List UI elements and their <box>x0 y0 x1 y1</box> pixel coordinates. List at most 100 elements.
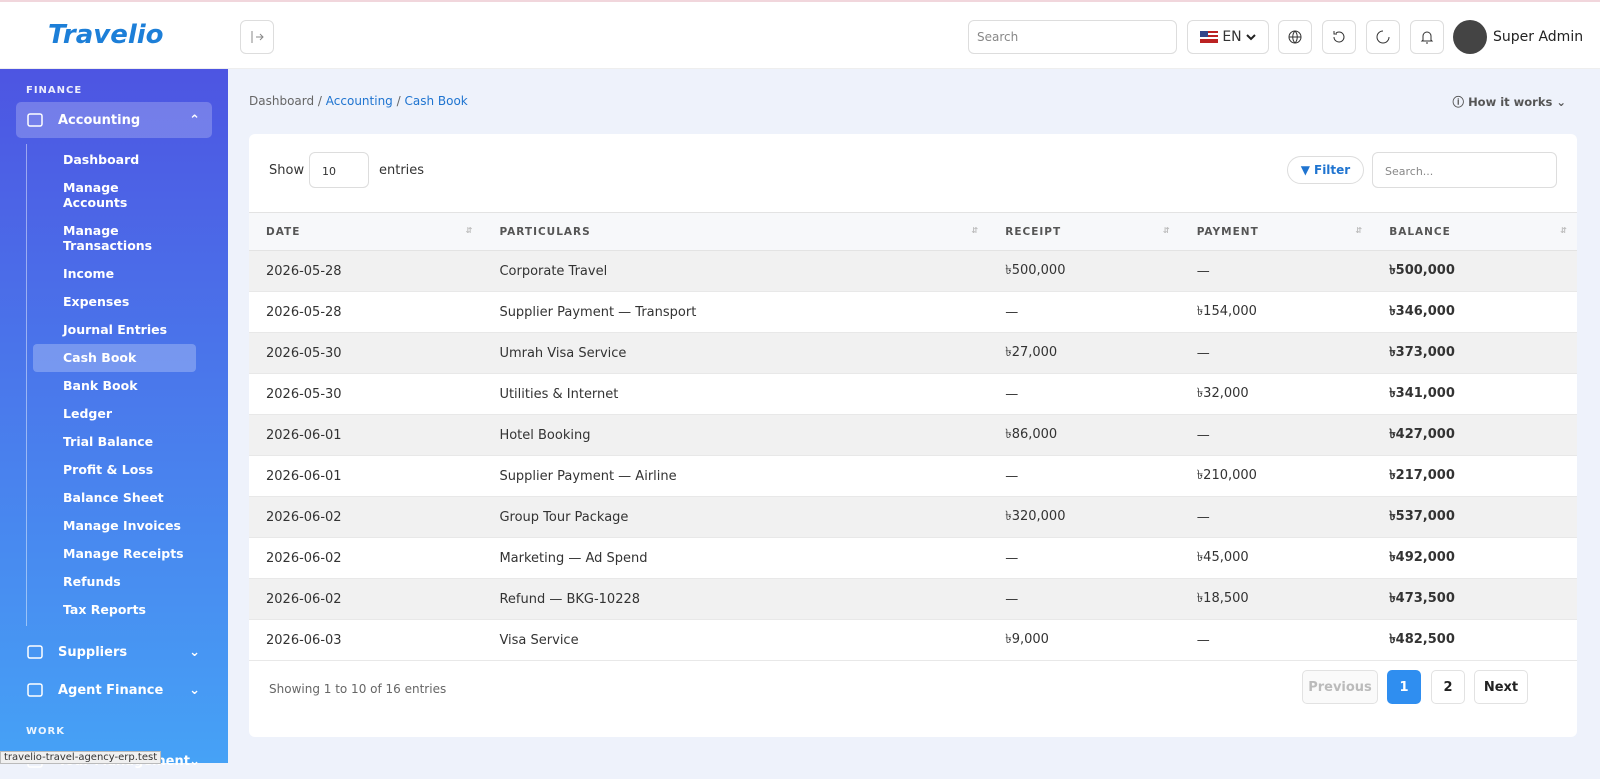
page-button[interactable]: Next <box>1474 670 1528 704</box>
entries-select[interactable]: 10 <box>309 152 369 188</box>
table-cell: ৳537,000 <box>1372 496 1577 538</box>
submenu-item[interactable]: Tax Reports <box>63 602 146 617</box>
table-search[interactable]: Search... <box>1372 152 1557 188</box>
table-cell: 2026-06-01 <box>249 455 483 497</box>
cash-book-card: Show 10 entries ▼ Filter Search... DATE ⇵ P… <box>249 134 1577 737</box>
header-search[interactable]: Search <box>968 20 1177 54</box>
column-header[interactable]: DATE ⇵ <box>249 212 483 251</box>
submenu-item[interactable]: Manage Invoices <box>63 518 181 533</box>
submenu-item[interactable]: Manage Transactions <box>63 223 153 253</box>
table-info: Showing 1 to 10 of 16 entries <box>269 682 447 696</box>
globe-button[interactable] <box>1278 20 1312 54</box>
chevron: ⌄ <box>189 682 200 698</box>
submenu-item[interactable]: Dashboard <box>63 152 140 167</box>
column-label: PAYMENT <box>1196 225 1259 238</box>
submenu-item[interactable]: Cash Book <box>33 344 196 372</box>
language-select[interactable]: EN <box>1187 20 1269 54</box>
theme-button[interactable] <box>1366 20 1400 54</box>
submenu-item[interactable]: Balance Sheet <box>63 490 164 505</box>
column-header[interactable]: PAYMENT ⇵ <box>1179 212 1373 251</box>
table-cell: Supplier Payment — Airline <box>482 455 989 497</box>
how-it-works[interactable]: ⓘ How it works ⌄ <box>1452 95 1566 109</box>
breadcrumb-item[interactable]: Accounting <box>325 94 393 108</box>
table-cell: ৳45,000 <box>1179 537 1373 579</box>
header: Travelio Search EN Super Admin <box>0 0 1600 69</box>
table-row: 2026-05-30 Umrah Visa Service ৳27,000— ৳373… <box>249 332 1577 374</box>
table-cell: Hotel Booking <box>482 414 989 456</box>
sort-icon: ⇵ <box>971 225 980 235</box>
breadcrumb-item[interactable]: Dashboard <box>249 94 315 108</box>
separator: / <box>392 94 405 108</box>
user-menu[interactable]: Super Admin <box>1453 20 1583 54</box>
show-label: Show <box>269 163 305 178</box>
table-row: 2026-06-02 Refund — BKG-10228— ৳18,500 ৳473… <box>249 578 1577 620</box>
submenu-item[interactable]: Manage Receipts <box>63 546 184 561</box>
column-label: PARTICULARS <box>499 225 591 238</box>
table-cell: Visa Service <box>482 619 989 661</box>
language: EN <box>1222 29 1242 45</box>
user-name: Super Admin <box>1493 29 1584 45</box>
nav-label: Suppliers <box>58 644 128 660</box>
table-cell: ৳500,000 <box>1372 250 1577 292</box>
table-cell: ৳346,000 <box>1372 291 1577 333</box>
table-cell: — <box>988 455 1180 497</box>
table-row: 2026-06-02 Group Tour Package ৳320,000— ৳53… <box>249 496 1577 538</box>
table-cell: Group Tour Package <box>482 496 989 538</box>
submenu-item[interactable]: Refunds <box>63 574 121 589</box>
logo[interactable]: Travelio <box>48 20 164 50</box>
how-it-works-label: How it works <box>1468 95 1553 109</box>
table-row: 2026-05-30 Utilities & Internet — ৳32,000 ৳3… <box>249 373 1577 415</box>
page-button[interactable]: 2 <box>1431 670 1465 704</box>
table-cell: ৳473,500 <box>1372 578 1577 620</box>
nav-item[interactable]: Agent Finance ⌄ <box>16 672 212 708</box>
notifications-button[interactable] <box>1410 20 1444 54</box>
table-cell: ৳427,000 <box>1372 414 1577 456</box>
breadcrumb-item[interactable]: Cash Book <box>404 94 468 108</box>
refresh-button[interactable] <box>1322 20 1356 54</box>
table-row: 2026-06-01 Hotel Booking ৳86,000— ৳427,000 <box>249 414 1577 456</box>
column-header[interactable]: PARTICULARS ⇵ <box>482 212 989 251</box>
table-cell: — <box>988 373 1180 415</box>
status-url: travelio-travel-agency-erp.test <box>0 751 162 764</box>
submenu-item[interactable]: Journal Entries <box>63 322 168 337</box>
submenu-item[interactable]: Manage Accounts <box>63 180 128 210</box>
sort-icon: ⇵ <box>1560 225 1568 235</box>
submenu-item[interactable]: Income <box>63 266 115 281</box>
table-cell: ৳217,000 <box>1372 455 1577 497</box>
table-row: 2026-06-03 Visa Service ৳9,000— ৳482,500 <box>249 619 1577 661</box>
table-cell: Refund — BKG-10228 <box>482 578 989 620</box>
table-cell: ৳500,000 <box>988 250 1180 292</box>
submenu-item[interactable]: Expenses <box>63 294 130 309</box>
nav-item[interactable]: Suppliers ⌄ <box>16 634 212 670</box>
sidebar: FINANCE Accounting ⌃ Dashboard Manage Accoun… <box>0 69 228 769</box>
breadcrumb: Dashboard / Accounting / Cash Book <box>249 94 468 108</box>
nav-icon <box>27 113 43 127</box>
submenu-item[interactable]: Bank Book <box>63 378 138 393</box>
table-cell: 2026-05-30 <box>249 332 483 374</box>
column-label: RECEIPT <box>1005 225 1062 238</box>
section-title: FINANCE <box>26 85 83 96</box>
nav-item[interactable]: Accounting ⌃ <box>16 102 212 138</box>
table-cell: ৳86,000 <box>988 414 1180 456</box>
table-cell: — <box>1179 250 1373 292</box>
table-cell: 2026-06-02 <box>249 578 483 620</box>
table-cell: ৳9,000 <box>988 619 1180 661</box>
column-label: DATE <box>266 225 301 238</box>
table-cell: ৳492,000 <box>1372 537 1577 579</box>
table-cell: Marketing — Ad Spend <box>482 537 989 579</box>
submenu-item[interactable]: Profit & Loss <box>63 462 154 477</box>
filter-button[interactable]: ▼ Filter <box>1287 156 1364 184</box>
chevron: ⌄ <box>189 644 200 660</box>
nav-icon <box>27 645 43 659</box>
section-title: WORK <box>26 726 65 737</box>
submenu-item[interactable]: Ledger <box>63 406 112 421</box>
submenu-item[interactable]: Trial Balance <box>63 434 154 449</box>
toggle-sidebar[interactable] <box>240 20 274 54</box>
table-cell: — <box>1179 332 1373 374</box>
table-cell: ৳341,000 <box>1372 373 1577 415</box>
page-button[interactable]: 1 <box>1387 670 1421 704</box>
table-cell: 2026-05-30 <box>249 373 483 415</box>
column-header[interactable]: RECEIPT ⇵ <box>988 212 1180 251</box>
column-header[interactable]: BALANCE ⇵ <box>1372 212 1577 251</box>
